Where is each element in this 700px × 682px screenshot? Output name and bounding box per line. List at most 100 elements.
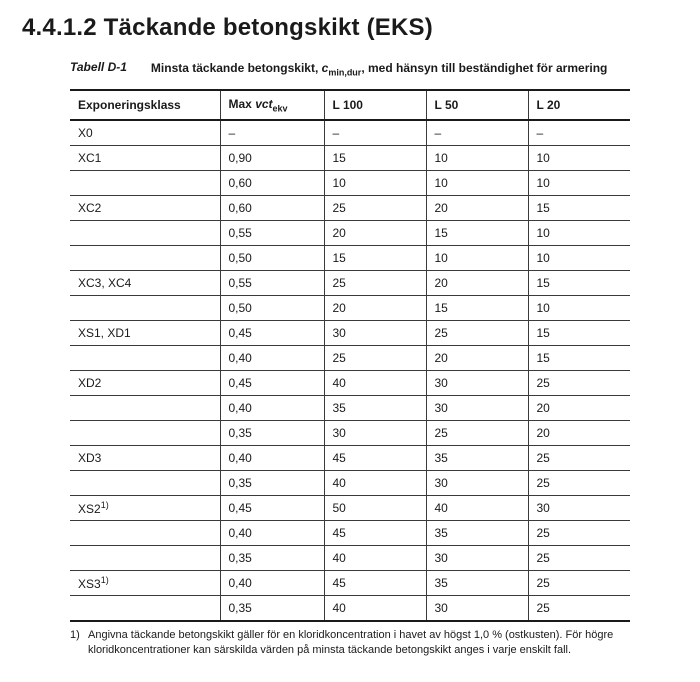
cell-l20: 30 xyxy=(528,496,630,521)
cell-exponeringsklass xyxy=(70,246,220,271)
cell-max-vct: 0,55 xyxy=(220,271,324,296)
cell-l50: 35 xyxy=(426,571,528,596)
cell-l20: 15 xyxy=(528,196,630,221)
table-caption-text: Minsta täckande betongskikt, cmin,dur, m… xyxy=(151,60,607,79)
cell-exponeringsklass: XC2 xyxy=(70,196,220,221)
cell-l50: 35 xyxy=(426,446,528,471)
cell-l20: 20 xyxy=(528,396,630,421)
table-row: 0,35403025 xyxy=(70,546,630,571)
cell-exponeringsklass: X0 xyxy=(70,120,220,146)
cell-l20: 10 xyxy=(528,296,630,321)
cell-l100: 25 xyxy=(324,271,426,296)
footnote-text: Angivna täckande betongskikt gäller för … xyxy=(88,629,613,656)
cell-max-vct: 0,90 xyxy=(220,146,324,171)
cell-l20: – xyxy=(528,120,630,146)
cell-l100: 15 xyxy=(324,146,426,171)
cell-max-vct: 0,45 xyxy=(220,321,324,346)
cell-exponeringsklass: XD2 xyxy=(70,371,220,396)
cell-exponeringsklass: XC3, XC4 xyxy=(70,271,220,296)
col-header-max-vct-pre: Max xyxy=(229,97,256,111)
table-row: XC20,60252015 xyxy=(70,196,630,221)
cell-l100: 40 xyxy=(324,471,426,496)
cell-l50: 30 xyxy=(426,471,528,496)
cell-l100: 20 xyxy=(324,296,426,321)
cell-l50: 15 xyxy=(426,296,528,321)
table-row: XC10,90151010 xyxy=(70,146,630,171)
col-header-l100: L 100 xyxy=(324,90,426,121)
cell-l100: 40 xyxy=(324,596,426,622)
cell-l100: 25 xyxy=(324,196,426,221)
cell-exponeringsklass xyxy=(70,296,220,321)
cell-l20: 25 xyxy=(528,446,630,471)
cell-l20: 10 xyxy=(528,246,630,271)
footnote-number: 1) xyxy=(70,628,88,643)
cell-l100: 45 xyxy=(324,521,426,546)
col-header-l50: L 50 xyxy=(426,90,528,121)
table-caption: Tabell D-1 Minsta täckande betongskikt, … xyxy=(70,60,630,79)
footnote-ref: 1) xyxy=(101,500,109,510)
cell-l50: 20 xyxy=(426,196,528,221)
cell-l50: 30 xyxy=(426,371,528,396)
cell-max-vct: 0,45 xyxy=(220,496,324,521)
cell-exponeringsklass xyxy=(70,171,220,196)
cell-l50: 30 xyxy=(426,396,528,421)
cell-exponeringsklass: XD3 xyxy=(70,446,220,471)
cell-max-vct: 0,60 xyxy=(220,171,324,196)
cell-l50: 10 xyxy=(426,146,528,171)
cell-max-vct: 0,35 xyxy=(220,471,324,496)
cell-exponeringsklass: XS1, XD1 xyxy=(70,321,220,346)
cell-l50: 20 xyxy=(426,346,528,371)
cell-l50: 10 xyxy=(426,246,528,271)
col-header-max-vct: Max vctekv xyxy=(220,90,324,121)
cell-l50: 15 xyxy=(426,221,528,246)
table-row: XS1, XD10,45302515 xyxy=(70,321,630,346)
table-row: 0,50151010 xyxy=(70,246,630,271)
table-row: 0,60101010 xyxy=(70,171,630,196)
cell-l50: 25 xyxy=(426,321,528,346)
cell-l100: 35 xyxy=(324,396,426,421)
cell-l100: 30 xyxy=(324,321,426,346)
col-header-vct-symbol: vct xyxy=(255,97,272,111)
cell-l20: 15 xyxy=(528,346,630,371)
table-row: 0,55201510 xyxy=(70,221,630,246)
cell-l100: 30 xyxy=(324,421,426,446)
table-row: 0,40353020 xyxy=(70,396,630,421)
cell-l20: 25 xyxy=(528,546,630,571)
cell-l50: 30 xyxy=(426,596,528,622)
table-block: Tabell D-1 Minsta täckande betongskikt, … xyxy=(70,60,630,658)
cell-l100: 40 xyxy=(324,546,426,571)
cell-l100: – xyxy=(324,120,426,146)
table-row: XC3, XC40,55252015 xyxy=(70,271,630,296)
table-row: XD30,40453525 xyxy=(70,446,630,471)
data-table: Exponeringsklass Max vctekv L 100 L 50 L… xyxy=(70,89,630,623)
cell-l20: 15 xyxy=(528,321,630,346)
cell-max-vct: 0,40 xyxy=(220,521,324,546)
cell-l50: 25 xyxy=(426,421,528,446)
cell-l20: 10 xyxy=(528,221,630,246)
cell-l50: 40 xyxy=(426,496,528,521)
cell-max-vct: 0,35 xyxy=(220,546,324,571)
cell-exponeringsklass xyxy=(70,521,220,546)
cell-max-vct: 0,40 xyxy=(220,396,324,421)
cell-exponeringsklass xyxy=(70,471,220,496)
table-row: XS31)0,40453525 xyxy=(70,571,630,596)
cell-l20: 10 xyxy=(528,171,630,196)
table-row: XD20,45403025 xyxy=(70,371,630,396)
cell-max-vct: 0,45 xyxy=(220,371,324,396)
page: 4.4.1.2 Täckande betongskikt (EKS) Tabel… xyxy=(0,0,700,682)
table-footnote: 1)Angivna täckande betongskikt gäller fö… xyxy=(70,628,630,658)
cell-max-vct: 0,50 xyxy=(220,246,324,271)
section-heading: 4.4.1.2 Täckande betongskikt (EKS) xyxy=(22,14,678,42)
cell-exponeringsklass xyxy=(70,221,220,246)
caption-symbol-sub: min,dur xyxy=(328,67,361,77)
cell-exponeringsklass: XS21) xyxy=(70,496,220,521)
cell-l20: 25 xyxy=(528,596,630,622)
cell-l20: 20 xyxy=(528,421,630,446)
cell-max-vct: 0,60 xyxy=(220,196,324,221)
cell-exponeringsklass xyxy=(70,421,220,446)
col-header-l20: L 20 xyxy=(528,90,630,121)
cell-l100: 10 xyxy=(324,171,426,196)
cell-max-vct: 0,35 xyxy=(220,421,324,446)
cell-max-vct: 0,50 xyxy=(220,296,324,321)
table-row: 0,40453525 xyxy=(70,521,630,546)
